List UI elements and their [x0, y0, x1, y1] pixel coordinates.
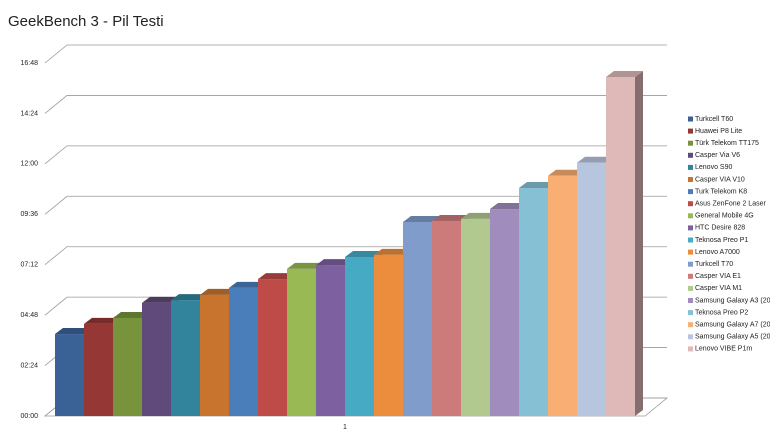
legend-label: Huawei P8 Lite	[695, 128, 742, 135]
y-tick-label: 12:00	[20, 161, 38, 168]
x-tick-label: 1	[343, 424, 347, 431]
y-tick-label: 14:24	[20, 110, 38, 117]
bar	[142, 302, 171, 416]
legend-swatch	[688, 128, 693, 134]
bar	[316, 265, 345, 416]
grid-line	[44, 145, 667, 165]
bar-top	[200, 288, 237, 295]
legend-swatch	[688, 285, 693, 291]
legend-label: Turk Telekom K8	[695, 188, 747, 195]
bar-top	[84, 317, 121, 324]
bar-top	[432, 214, 469, 221]
grid-line	[44, 44, 667, 64]
bar-top	[374, 248, 411, 255]
bar-top	[55, 328, 92, 335]
bar	[229, 287, 258, 416]
legend-label: Casper VIA E1	[695, 273, 741, 280]
legend-swatch	[688, 201, 693, 207]
y-tick-label: 07:12	[20, 262, 38, 269]
bar-top	[171, 294, 208, 301]
legend-swatch	[688, 237, 693, 243]
bar-top	[519, 182, 556, 189]
bar-top	[287, 262, 324, 269]
legend-swatch	[688, 189, 693, 195]
legend-label: Casper Via V6	[695, 152, 740, 159]
bar	[432, 220, 461, 416]
bar	[84, 323, 113, 416]
bar	[287, 268, 316, 416]
bar-top	[403, 215, 440, 222]
bar	[461, 218, 490, 416]
legend-label: Türk Telekom TT175	[695, 140, 759, 147]
legend-swatch	[688, 334, 693, 340]
bar-top	[345, 251, 382, 258]
legend-label: Casper VIA V10	[695, 176, 745, 183]
legend-label: Teknosa Preo P2	[695, 309, 748, 316]
legend-swatch	[688, 116, 693, 122]
chart-title: GeekBench 3 - Pil Testi	[8, 13, 164, 30]
legend-swatch	[688, 225, 693, 231]
legend-label: Lenovo VIBE P1m	[695, 346, 752, 353]
y-tick-label: 02:24	[20, 362, 38, 369]
legend-swatch	[688, 152, 693, 158]
legend-swatch	[688, 164, 693, 170]
legend-swatch	[688, 346, 693, 352]
bar	[171, 300, 200, 416]
bar-top	[548, 169, 585, 176]
bar-top	[461, 212, 498, 219]
bar-top	[258, 273, 295, 280]
legend-label: General Mobile 4G	[695, 213, 754, 220]
bar	[519, 188, 548, 416]
bar	[345, 257, 374, 416]
legend-label: Casper VIA M1	[695, 285, 742, 292]
legend-label: Turkcell T60	[695, 116, 733, 123]
legend-swatch	[688, 273, 693, 279]
legend-label: Samsung Galaxy A3 (2016)	[695, 297, 770, 304]
grid-line	[44, 195, 667, 215]
grid-line	[44, 95, 667, 114]
legend-swatch	[688, 298, 693, 303]
bar	[606, 77, 635, 416]
legend-label: Turkcell T70	[695, 261, 733, 268]
legend-label: Samsung Galaxy A5 (2016)	[695, 334, 770, 341]
y-tick-label: 00:00	[20, 413, 38, 420]
legend-label: Lenovo S90	[695, 164, 732, 171]
legend-swatch	[688, 213, 693, 219]
bar	[200, 294, 229, 416]
y-tick-label: 09:36	[20, 211, 38, 218]
bar-top	[142, 296, 179, 303]
legend-swatch	[688, 261, 693, 267]
bar-top	[229, 281, 266, 288]
legend-label: Lenovo A7000	[695, 249, 740, 256]
bar	[55, 334, 84, 416]
legend-swatch	[688, 140, 693, 146]
bar-top	[113, 311, 150, 318]
bar-top	[316, 259, 353, 266]
y-tick-label: 16:48	[20, 60, 38, 67]
bar	[548, 175, 577, 416]
legend-swatch	[688, 177, 693, 182]
bar	[577, 162, 606, 416]
bar-top	[577, 156, 614, 163]
legend-swatch	[688, 249, 693, 255]
legend-swatch	[688, 322, 693, 328]
bar	[374, 254, 403, 416]
bar-side	[635, 71, 643, 416]
legend-label: HTC Desire 828	[695, 225, 745, 232]
bar	[403, 221, 432, 416]
y-tick-label: 04:48	[20, 312, 38, 319]
legend-label: Asus ZenFone 2 Laser	[695, 201, 766, 208]
legend-label: Samsung Galaxy A7 (2016)	[695, 322, 770, 329]
legend-label: Teknosa Preo P1	[695, 237, 748, 244]
bar-top	[606, 71, 643, 78]
bar	[490, 209, 519, 416]
bar	[258, 279, 287, 416]
bar-top	[490, 203, 527, 210]
legend-swatch	[688, 310, 693, 316]
bar	[113, 317, 142, 416]
